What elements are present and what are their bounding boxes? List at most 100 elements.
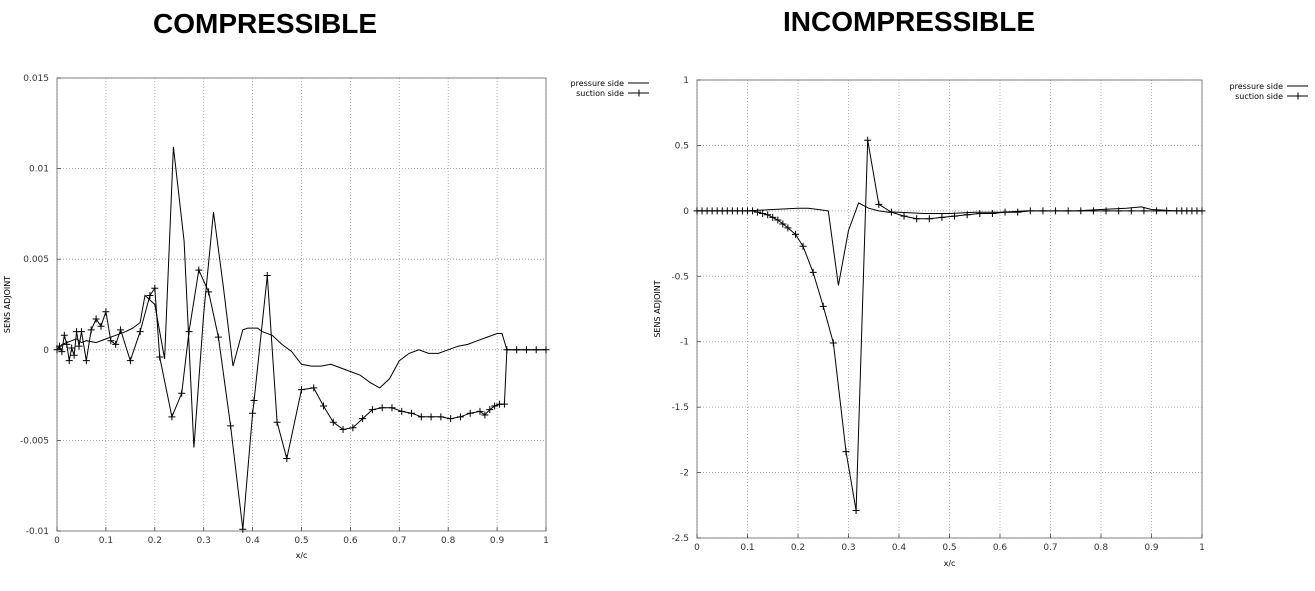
data-point-suction-side [819,302,827,310]
data-point-suction-side [65,357,73,365]
data-point-suction-side [809,268,817,276]
x-tick-label: 0.1 [740,543,754,553]
data-point-suction-side [754,208,762,216]
data-point-suction-side [249,409,257,417]
data-point-suction-side [205,288,213,296]
y-axis-label: SENS ADJOINT [3,276,12,333]
data-point-suction-side [60,331,68,339]
data-point-suction-side [1064,207,1072,215]
data-point-suction-side [749,207,757,215]
data-point-suction-side [1127,207,1135,215]
data-point-suction-side [447,415,455,423]
x-tick-label: 0.3 [841,543,855,553]
data-point-suction-side [1039,207,1047,215]
x-tick-label: 0 [54,536,60,546]
data-point-suction-side [185,328,193,336]
x-tick-label: 0.1 [99,536,113,546]
x-tick-label: 0.2 [148,536,162,546]
x-tick-label: 0.5 [294,536,308,546]
data-point-suction-side [769,213,777,221]
legend-label-pressure-side: pressure side [1230,82,1284,91]
data-point-suction-side [398,407,406,415]
data-point-suction-side [764,211,772,219]
x-axis-label: x/c [296,551,308,560]
legend-label-suction-side: suction side [576,89,624,98]
data-point-suction-side [378,404,386,412]
x-tick-label: 0.8 [441,536,456,546]
data-point-suction-side [1001,208,1009,216]
y-tick-label: 0 [683,207,689,217]
data-point-suction-side [799,242,807,250]
data-point-suction-side [963,211,971,219]
data-point-suction-side [491,402,499,410]
data-point-suction-side [273,418,281,426]
data-point-suction-side [532,346,540,354]
data-point-suction-side [250,397,258,405]
x-tick-label: 0.2 [791,543,805,553]
data-point-suction-side [214,333,222,341]
series-line-pressure-side [56,146,546,448]
data-point-suction-side [913,215,921,223]
x-tick-label: 0.6 [993,543,1008,553]
x-tick-label: 1 [543,536,549,546]
data-point-suction-side [759,209,767,217]
data-point-suction-side [486,406,494,414]
data-point-suction-side [77,328,85,336]
data-point-suction-side [1115,207,1123,215]
x-tick-label: 0.5 [942,543,956,553]
x-tick-label: 0.8 [1094,543,1109,553]
data-point-suction-side [68,344,76,352]
data-point-suction-side [388,404,396,412]
data-point-suction-side [283,455,291,463]
x-tick-label: 0.4 [245,536,260,546]
plot-frame [56,77,547,532]
data-point-suction-side [310,384,318,392]
y-tick-label: -0.01 [26,527,49,537]
data-point-suction-side [1102,207,1110,215]
data-point-suction-side [779,220,787,228]
data-point-suction-side [53,346,61,354]
data-point-suction-side [427,413,435,421]
data-point-suction-side [97,322,105,330]
x-tick-label: 1 [1199,543,1205,553]
x-tick-label: 0.6 [343,536,358,546]
y-tick-label: -0.005 [20,436,49,446]
data-point-suction-side [195,266,203,274]
data-point-suction-side [1052,207,1060,215]
data-point-suction-side [784,224,792,232]
data-point-suction-side [112,340,120,348]
x-axis-label: x/c [944,559,956,568]
data-point-suction-side [522,346,530,354]
data-point-suction-side [852,507,860,515]
y-tick-label: 0 [43,346,49,356]
data-point-suction-side [298,386,305,394]
data-point-suction-side [102,308,110,316]
data-point-suction-side [368,406,376,414]
data-point-suction-side [466,409,474,417]
chart-title-incompressible: INCOMPRESSIBLE [783,6,1036,37]
legend-label-pressure-side: pressure side [571,79,625,88]
data-point-suction-side [126,357,134,365]
chart-title-compressible: COMPRESSIBLE [153,8,378,39]
data-point-suction-side [938,213,946,221]
series-line-suction-side [697,140,1202,511]
data-point-suction-side [92,315,100,323]
data-point-suction-side [437,413,445,421]
y-tick-label: -1 [680,338,689,348]
x-tick-label: 0 [694,543,700,553]
data-point-suction-side [82,357,90,365]
data-point-suction-side [476,407,484,415]
x-tick-label: 0.4 [892,543,907,553]
data-point-suction-side [151,284,159,292]
y-tick-label: -0.5 [671,272,689,282]
chart-left: 0 0.1 0.2 0.3 0.4 0.5 0.6 0.7 0.8 0.9 1 -0.01 -0.005… [3,74,649,560]
data-point-suction-side [168,413,176,421]
data-point-suction-side [408,409,416,417]
data-point-suction-side [456,413,464,421]
data-point-suction-side [875,200,883,208]
data-point-suction-side [829,339,837,347]
y-tick-label: -2 [680,469,689,479]
data-point-suction-side [542,346,550,354]
y-tick-label: 0.005 [23,255,49,265]
